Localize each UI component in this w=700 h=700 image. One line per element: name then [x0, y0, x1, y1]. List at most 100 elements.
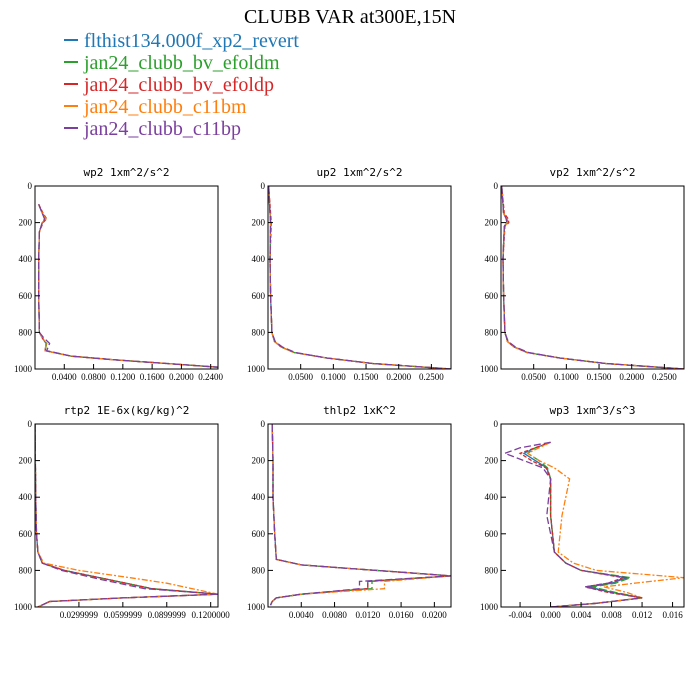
y-tick-label: 200 [485, 456, 499, 466]
y-tick-label: 200 [252, 218, 266, 228]
panel-2: up2 1xm^2/s^2 0 200 400 600 800 1000 0.0500 0.10… [247, 166, 452, 382]
x-tick-label: 0.0080 [322, 610, 347, 620]
plot-frame [267, 185, 452, 370]
series-line-3 [35, 424, 218, 607]
plot-frame [34, 423, 219, 608]
legend-label: jan24_clubb_bv_efoldp [84, 74, 274, 96]
y-tick-label: 200 [252, 456, 266, 466]
y-tick-label: 600 [485, 529, 499, 539]
y-tick-label: 1000 [480, 602, 499, 612]
series-line-5 [35, 424, 218, 607]
x-tick-label: 0.0299999 [60, 610, 99, 620]
panel-6: wp3 1xm^3/s^3 0 200 400 600 800 1000 -0.004 0.00… [480, 404, 685, 620]
panel-title: wp2 1xm^2/s^2 [83, 166, 169, 179]
series-line-5 [38, 204, 218, 368]
x-tick-label: 0.1000 [554, 372, 579, 382]
legend-swatch [64, 105, 78, 108]
panel-1: wp2 1xm^2/s^2 0 200 400 600 800 1000 0.0400 0.08… [14, 166, 224, 382]
series-line-3 [38, 204, 218, 368]
x-tick-label: 0.2500 [419, 372, 444, 382]
y-tick-label: 400 [19, 492, 33, 502]
y-tick-label: 600 [252, 529, 266, 539]
panel-title: thlp2 1xK^2 [323, 404, 396, 417]
x-tick-label: 0.1600 [140, 372, 165, 382]
y-tick-label: 1000 [14, 364, 33, 374]
series-line-3 [518, 441, 643, 607]
y-tick-label: 600 [19, 529, 33, 539]
y-tick-label: 1000 [480, 364, 499, 374]
x-tick-label: 0.0200 [422, 610, 447, 620]
series-group [501, 186, 684, 369]
plot-frame [500, 185, 685, 370]
y-tick-label: 1000 [14, 602, 33, 612]
panel-5: thlp2 1xK^2 0 200 400 600 800 1000 0.0040 0.0080… [247, 404, 452, 620]
series-line-4 [38, 204, 218, 368]
x-tick-label: 0.016 [662, 610, 683, 620]
series-line-1 [35, 424, 218, 607]
legend-item: jan24_clubb_bv_efoldp [64, 74, 299, 96]
series-line-4 [35, 424, 218, 607]
series-line-1 [268, 186, 451, 369]
legend-swatch [64, 127, 78, 130]
series-line-3 [501, 186, 684, 369]
series-line-3 [268, 186, 451, 369]
legend-item: jan24_clubb_bv_efoldm [64, 52, 299, 74]
y-tick-label: 200 [19, 456, 33, 466]
y-tick-label: 400 [19, 254, 33, 264]
series-line-4 [501, 186, 684, 369]
plot-frame [267, 423, 452, 608]
y-tick-label: 400 [252, 254, 266, 264]
panel-3: vp2 1xm^2/s^2 0 200 400 600 800 1000 0.0500 0.10… [480, 166, 685, 382]
legend-item: jan24_clubb_c11bm [64, 96, 299, 118]
panel-title: wp3 1xm^3/s^3 [549, 404, 635, 417]
y-tick-label: 400 [485, 492, 499, 502]
y-tick-label: 800 [19, 565, 33, 575]
legend: flthist134.000f_xp2_revert jan24_clubb_b… [64, 30, 299, 140]
y-tick-label: 400 [485, 254, 499, 264]
panel-title: vp2 1xm^2/s^2 [549, 166, 635, 179]
x-tick-label: 0.2000 [169, 372, 194, 382]
plot-frame [34, 185, 219, 370]
x-tick-label: 0.2000 [619, 372, 644, 382]
x-tick-label: 0.1200 [110, 372, 135, 382]
y-tick-label: 800 [485, 327, 499, 337]
panel-title: rtp2 1E-6x(kg/kg)^2 [64, 404, 190, 417]
series-group [35, 424, 218, 607]
legend-item: flthist134.000f_xp2_revert [64, 30, 299, 52]
x-tick-label: 0.012 [632, 610, 652, 620]
series-line-1 [501, 186, 684, 369]
y-tick-label: 0 [261, 419, 266, 429]
y-tick-label: 0 [28, 181, 33, 191]
panel-title: up2 1xm^2/s^2 [316, 166, 402, 179]
x-tick-label: 0.1500 [354, 372, 379, 382]
x-tick-label: 0.0899999 [148, 610, 187, 620]
x-tick-label: 0.0120 [355, 610, 380, 620]
x-tick-label: 0.1500 [587, 372, 612, 382]
plot-frame [500, 423, 685, 608]
x-tick-label: 0.0160 [389, 610, 414, 620]
x-tick-label: 0.008 [601, 610, 622, 620]
y-tick-label: 800 [485, 565, 499, 575]
series-line-5 [502, 441, 643, 607]
legend-swatch [64, 83, 78, 86]
x-tick-label: 0.0400 [52, 372, 77, 382]
series-group [268, 186, 451, 369]
series-line-4 [526, 441, 684, 607]
series-line-2 [35, 424, 218, 607]
x-tick-label: 0.2000 [386, 372, 411, 382]
y-tick-label: 800 [19, 327, 33, 337]
x-tick-label: 0.0500 [288, 372, 313, 382]
y-tick-label: 0 [261, 181, 266, 191]
x-tick-label: 0.2400 [198, 372, 223, 382]
legend-item: jan24_clubb_c11bp [64, 118, 299, 140]
y-tick-label: 1000 [247, 602, 266, 612]
legend-label: jan24_clubb_bv_efoldm [84, 52, 280, 74]
x-tick-label: -0.004 [508, 610, 532, 620]
x-tick-label: 0.2500 [652, 372, 677, 382]
legend-label: jan24_clubb_c11bp [84, 118, 242, 140]
panel-4: rtp2 1E-6x(kg/kg)^2 0 200 400 600 800 1000 0.02… [14, 404, 230, 620]
series-group [502, 441, 684, 607]
series-line-5 [501, 186, 684, 369]
y-tick-label: 800 [252, 565, 266, 575]
